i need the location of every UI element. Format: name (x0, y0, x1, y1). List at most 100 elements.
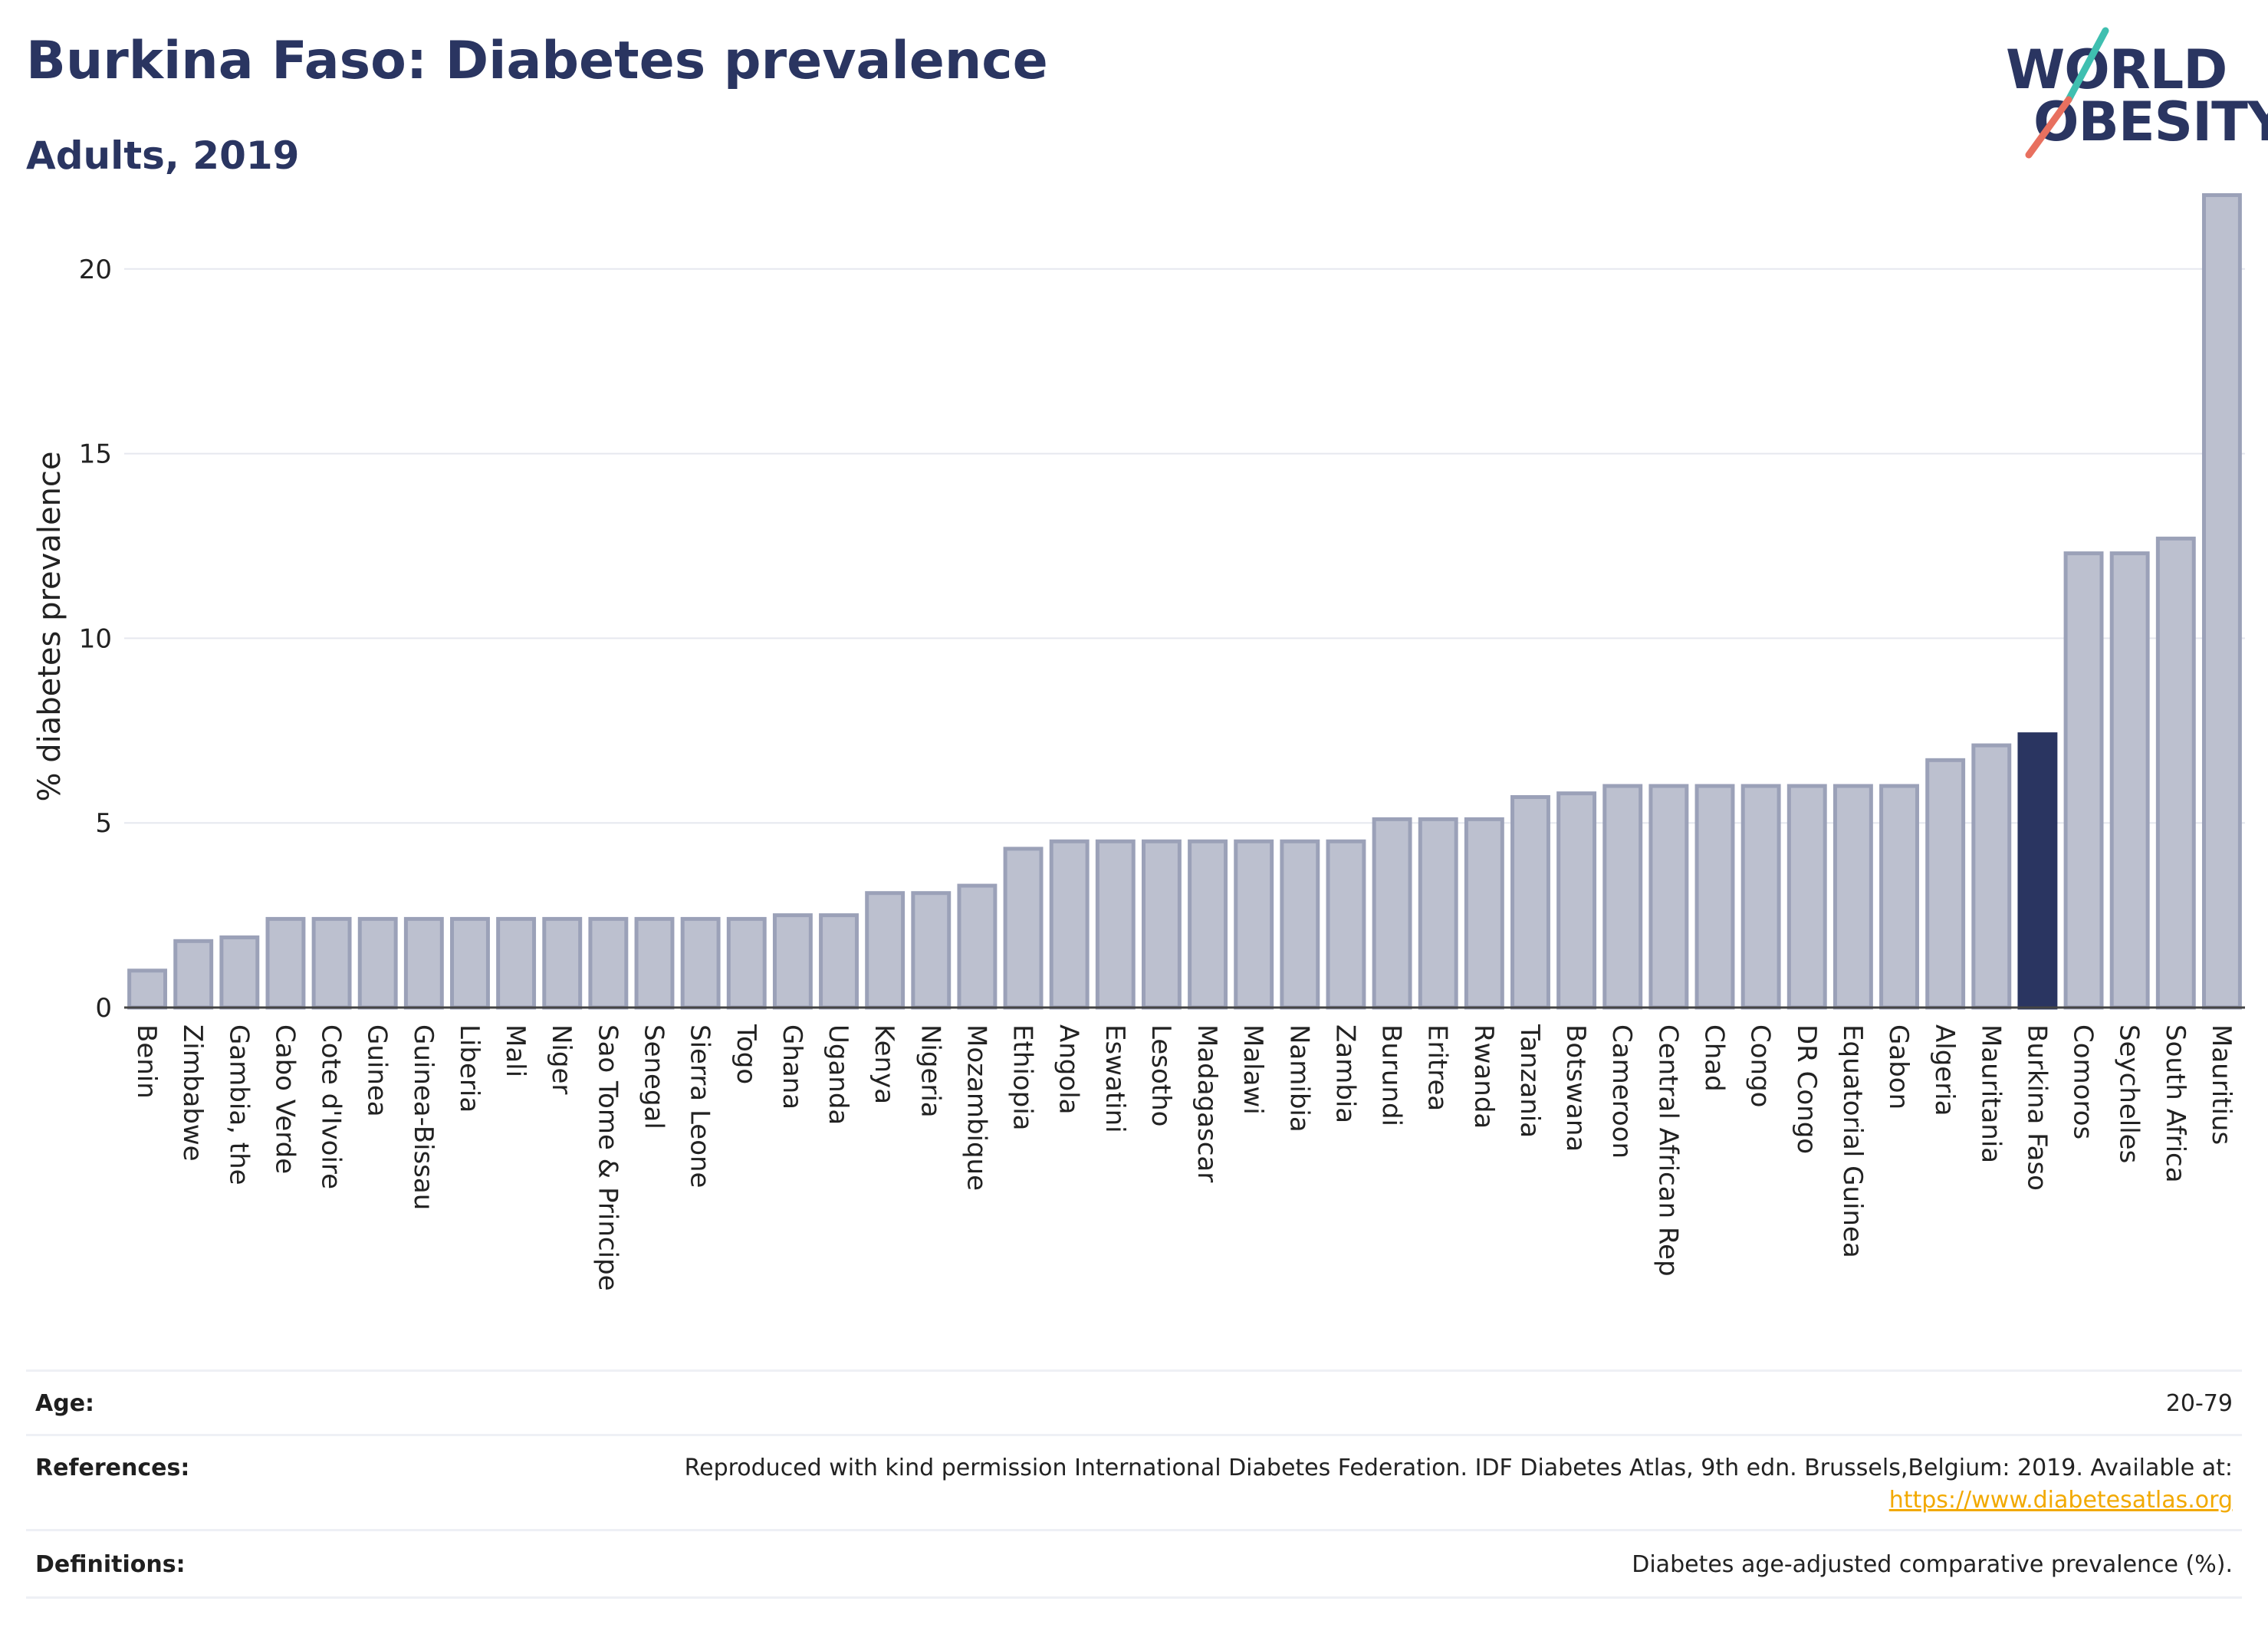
bar-rwanda (1464, 817, 1504, 1010)
age-value: 20-79 (2165, 1390, 2233, 1417)
y-tick-label: 20 (79, 255, 112, 285)
x-tick-label: Nigeria (915, 1024, 945, 1118)
chart-title: Burkina Faso: Diabetes prevalence (26, 31, 1048, 91)
bar-central-african-rep (1648, 784, 1689, 1010)
x-tick-label: Algeria (1929, 1024, 1960, 1116)
x-tick-label: Ethiopia (1007, 1024, 1038, 1130)
x-tick-label: Sao Tome & Principe (592, 1024, 623, 1291)
info-row-age: Age: 20-79 (26, 1369, 2242, 1433)
x-tick-label: Lesotho (1146, 1024, 1176, 1126)
bars (127, 192, 2242, 1010)
bar-cote-d-ivoire (311, 916, 352, 1010)
y-tick-label: 5 (95, 808, 112, 839)
x-tick-label: Eswatini (1099, 1024, 1130, 1133)
bar-togo (726, 916, 767, 1010)
bar-mali (496, 916, 537, 1010)
x-tick-label: Cabo Verde (269, 1024, 300, 1174)
bar-zambia (1326, 839, 1366, 1010)
bar-chart: 0 5 10 15 20 Benin Zimbabwe Gambia, the Cabo Ver… (32, 192, 2245, 1291)
x-tick-label: Mozambique (961, 1024, 991, 1191)
bar-benin (127, 968, 168, 1010)
x-tick-label: Burkina Faso (2021, 1024, 2052, 1191)
bar-zimbabwe (173, 939, 214, 1010)
x-tick-label: Seychelles (2114, 1024, 2145, 1163)
x-tick-label: Mali (500, 1024, 531, 1077)
bar-cabo-verde (265, 916, 306, 1010)
definitions-label: Definitions: (35, 1551, 186, 1578)
x-tick-label: Rwanda (1468, 1024, 1499, 1129)
x-tick-label: Burundi (1376, 1024, 1407, 1126)
y-tick-label: 0 (95, 993, 112, 1024)
bar-uganda (819, 913, 859, 1010)
x-tick-label: Central African Rep (1652, 1024, 1683, 1277)
bar-sierra-leone (680, 916, 721, 1010)
x-tick-label: Cameroon (1606, 1024, 1637, 1159)
x-tick-label: Namibia (1284, 1024, 1314, 1133)
x-tick-label: Sierra Leone (685, 1024, 715, 1188)
bar-guinea-bissau (403, 916, 444, 1010)
bar-madagascar (1188, 839, 1228, 1010)
x-tick-label: Kenya (869, 1024, 899, 1104)
x-tick-label: Mauritania (1975, 1024, 2006, 1163)
logo-line-1: WORLD (2006, 38, 2227, 101)
bar-namibia (1280, 839, 1320, 1010)
x-tick-label: Botswana (1560, 1024, 1591, 1152)
x-tick-label: Benin (131, 1024, 162, 1099)
x-tick-label: Ghana (777, 1024, 807, 1110)
x-tick-label: Liberia (454, 1024, 485, 1113)
gridlines (124, 268, 2245, 824)
x-tick-label: Mauritius (2206, 1024, 2237, 1145)
x-tick-label: Equatorial Guinea (1837, 1024, 1868, 1258)
bar-equatorial-guinea (1832, 784, 1873, 1010)
bar-botswana (1556, 791, 1597, 1010)
y-tick-label: 15 (79, 439, 112, 470)
references-label: References: (35, 1455, 190, 1481)
x-tick-label: Uganda (823, 1024, 853, 1125)
bar-lesotho (1141, 839, 1182, 1010)
bar-algeria (1925, 758, 1966, 1010)
bar-sao-tome-principe (588, 916, 629, 1010)
info-row-definitions: Definitions: Diabetes age-adjusted compa… (26, 1529, 2242, 1596)
x-tick-label: Eritrea (1422, 1024, 1453, 1111)
bar-ethiopia (1003, 847, 1044, 1010)
bar-tanzania (1510, 794, 1550, 1010)
x-tick-label: Cote d'Ivoire (316, 1024, 347, 1189)
x-tick-label: Senegal (639, 1024, 669, 1129)
bar-chad (1694, 784, 1735, 1010)
bar-niger (542, 916, 583, 1010)
x-tick-label: Comoros (2068, 1024, 2099, 1139)
bar-nigeria (911, 891, 952, 1010)
info-row-references: References: Reproduced with kind permiss… (26, 1434, 2242, 1528)
bar-gabon (1879, 784, 1919, 1010)
x-tick-label: Malawi (1238, 1024, 1268, 1115)
x-tick-label: Niger (546, 1024, 577, 1094)
y-tick-label: 10 (79, 623, 112, 654)
bar-gambia-the (219, 935, 260, 1010)
info-bottom-rule (26, 1596, 2242, 1599)
x-tick-label: Guinea (362, 1024, 393, 1117)
references-link[interactable]: https://www.diabetesatlas.org (1888, 1487, 2233, 1514)
bar-congo (1740, 784, 1781, 1010)
x-tick-label: Gambia, the (223, 1024, 254, 1185)
bar-ghana (772, 913, 813, 1010)
bar-eritrea (1418, 817, 1458, 1010)
bar-mozambique (957, 883, 998, 1010)
logo-line-2: OBESITY (2033, 90, 2268, 153)
bar-eswatini (1095, 839, 1136, 1010)
x-tick-label: Zambia (1330, 1024, 1360, 1123)
bar-angola (1049, 839, 1090, 1010)
bar-seychelles (2109, 551, 2150, 1010)
y-axis-label: % diabetes prevalence (32, 451, 67, 801)
bar-kenya (865, 891, 906, 1010)
x-tick-label: DR Congo (1791, 1024, 1822, 1154)
x-tick-label: Togo (731, 1024, 761, 1084)
x-tick-label: Zimbabwe (177, 1024, 208, 1162)
bar-south-africa (2155, 536, 2196, 1010)
x-tick-label: Congo (1745, 1024, 1776, 1107)
age-label: Age: (35, 1390, 95, 1417)
world-obesity-logo: WORLD OBESITY (1994, 23, 2268, 169)
x-tick-label: Tanzania (1514, 1024, 1545, 1138)
x-tick-label: Madagascar (1192, 1024, 1222, 1182)
axis-labels: 0 5 10 15 20 Benin Zimbabwe Gambia, the Cabo Ver… (32, 255, 2237, 1291)
definitions-value: Diabetes age-adjusted comparative preval… (1632, 1551, 2233, 1578)
